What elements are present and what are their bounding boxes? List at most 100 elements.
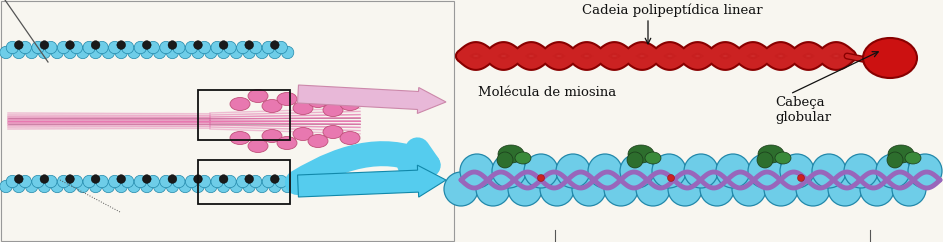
Circle shape (256, 46, 268, 59)
Circle shape (492, 154, 526, 188)
Ellipse shape (248, 139, 268, 152)
Circle shape (668, 174, 674, 182)
Circle shape (141, 180, 153, 193)
Circle shape (159, 175, 173, 188)
Circle shape (604, 172, 638, 206)
FancyArrow shape (297, 85, 446, 113)
Circle shape (588, 154, 622, 188)
Circle shape (117, 41, 125, 49)
Circle shape (223, 41, 236, 54)
Circle shape (102, 46, 115, 59)
Circle shape (223, 175, 236, 188)
Circle shape (51, 180, 63, 193)
Circle shape (828, 172, 862, 206)
Bar (198, 160, 290, 204)
Circle shape (108, 41, 121, 54)
Circle shape (275, 41, 288, 54)
Circle shape (44, 175, 57, 188)
Ellipse shape (293, 101, 313, 114)
Circle shape (91, 175, 100, 183)
Circle shape (39, 46, 51, 59)
Circle shape (70, 175, 83, 188)
Circle shape (237, 41, 249, 54)
Circle shape (243, 180, 256, 193)
Circle shape (237, 175, 249, 188)
Ellipse shape (863, 38, 917, 78)
Circle shape (205, 46, 217, 59)
Circle shape (256, 180, 268, 193)
Text: Cabeça
globular: Cabeça globular (775, 96, 831, 124)
Circle shape (154, 180, 166, 193)
Ellipse shape (293, 128, 313, 141)
Circle shape (191, 180, 205, 193)
Circle shape (134, 41, 146, 54)
Circle shape (444, 172, 478, 206)
Circle shape (220, 175, 228, 183)
Circle shape (798, 174, 804, 182)
Circle shape (460, 154, 494, 188)
Ellipse shape (758, 145, 784, 163)
Circle shape (684, 154, 718, 188)
Ellipse shape (498, 145, 524, 163)
Circle shape (66, 175, 74, 183)
Circle shape (757, 152, 773, 168)
Circle shape (764, 172, 798, 206)
Circle shape (892, 172, 926, 206)
Circle shape (186, 41, 198, 54)
Ellipse shape (340, 131, 360, 144)
Circle shape (245, 41, 254, 49)
Circle shape (627, 152, 643, 168)
Text: Molécula de miosina: Molécula de miosina (478, 85, 616, 98)
Circle shape (198, 41, 210, 54)
Ellipse shape (277, 136, 297, 150)
Circle shape (12, 46, 25, 59)
Ellipse shape (230, 98, 250, 111)
Circle shape (128, 180, 141, 193)
Circle shape (25, 46, 38, 59)
Ellipse shape (230, 131, 250, 144)
Circle shape (91, 41, 100, 49)
Circle shape (58, 41, 70, 54)
Circle shape (620, 154, 654, 188)
Circle shape (211, 41, 223, 54)
Ellipse shape (308, 135, 328, 148)
Circle shape (243, 46, 256, 59)
Circle shape (476, 172, 510, 206)
Circle shape (860, 172, 894, 206)
Circle shape (134, 175, 146, 188)
Circle shape (141, 46, 153, 59)
Circle shape (281, 46, 294, 59)
Circle shape (142, 175, 151, 183)
Circle shape (275, 175, 288, 188)
Circle shape (147, 175, 159, 188)
Circle shape (40, 175, 49, 183)
Circle shape (249, 175, 262, 188)
Circle shape (540, 172, 574, 206)
Circle shape (7, 41, 19, 54)
Circle shape (40, 41, 49, 49)
Circle shape (780, 154, 814, 188)
Circle shape (32, 41, 44, 54)
Circle shape (166, 46, 178, 59)
Circle shape (159, 41, 173, 54)
Circle shape (14, 175, 24, 183)
Circle shape (142, 41, 151, 49)
Circle shape (844, 154, 878, 188)
Circle shape (19, 175, 31, 188)
Circle shape (173, 41, 185, 54)
Circle shape (812, 154, 846, 188)
Circle shape (796, 172, 830, 206)
Circle shape (193, 175, 203, 183)
Circle shape (271, 175, 279, 183)
Circle shape (122, 175, 134, 188)
Circle shape (96, 175, 108, 188)
Circle shape (249, 41, 262, 54)
Circle shape (524, 154, 558, 188)
Circle shape (168, 41, 176, 49)
FancyArrow shape (298, 165, 446, 197)
Circle shape (556, 154, 590, 188)
Circle shape (220, 41, 228, 49)
Text: Cadeia polipeptídica linear: Cadeia polipeptídica linear (582, 3, 763, 17)
Circle shape (668, 172, 702, 206)
Circle shape (122, 41, 134, 54)
